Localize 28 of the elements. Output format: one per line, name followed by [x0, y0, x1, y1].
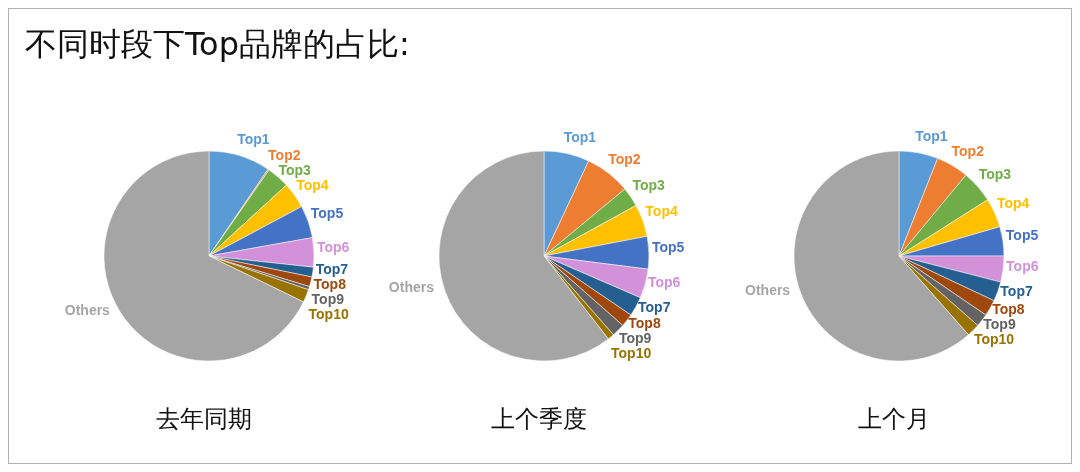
slice-label: Top1 [563, 128, 597, 145]
slice-label: Top7 [638, 299, 671, 316]
slice-label: Top7 [315, 260, 349, 277]
slice-label: Top5 [310, 204, 344, 221]
slice-label: Others [388, 278, 435, 295]
slice-label: Top4 [645, 203, 678, 220]
slice-label: Top5 [1005, 226, 1039, 243]
slice-label: Top8 [628, 314, 661, 331]
slice-label: Top6 [1006, 257, 1039, 274]
text: 去年同期 [155, 404, 253, 435]
slice-label: Top2 [608, 150, 641, 167]
slice-label: Top2 [951, 143, 985, 160]
slice-label: Top6 [316, 238, 350, 255]
text: 上个季度 [490, 404, 588, 435]
text: 上个月 [857, 404, 931, 435]
text: 不同时段下Top品牌的占比: [25, 24, 410, 65]
slice-label: Top3 [632, 177, 666, 194]
slice-label: Top8 [992, 300, 1025, 317]
slice-label: Top2 [268, 146, 301, 163]
slice-label: Others [745, 282, 791, 299]
slice-label: Top5 [651, 239, 685, 256]
slice-label: Top6 [647, 273, 681, 290]
slice-label: Top1 [915, 128, 948, 145]
slice-label: Top1 [237, 131, 270, 148]
slice-label: Top4 [996, 194, 1030, 211]
slice-label: Top7 [1000, 282, 1033, 299]
slice-label: Top3 [978, 165, 1012, 182]
slice-label: Others [64, 301, 111, 318]
